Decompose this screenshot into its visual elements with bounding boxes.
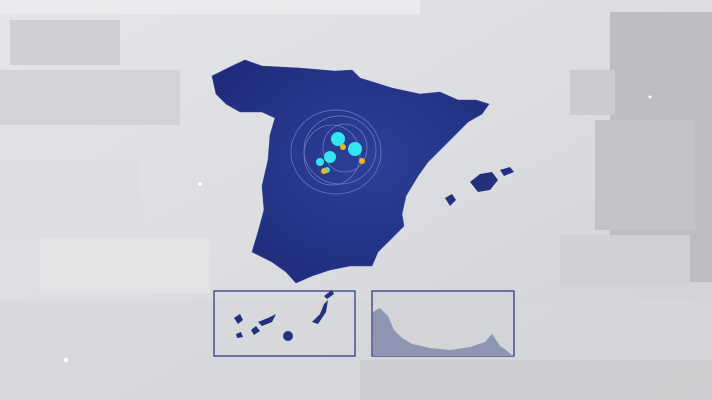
sparkle [198,182,202,186]
point [324,151,336,163]
panel [0,70,180,125]
north-africa-coast [373,308,513,356]
mallorca [470,172,498,192]
point [359,158,365,164]
point [340,144,346,150]
point [348,142,362,156]
inset-frame [213,290,356,357]
panel [360,360,712,400]
point [316,158,324,166]
panel [0,160,140,240]
menorca [500,167,514,176]
panel [560,235,690,285]
panel [10,20,120,65]
panel [40,238,210,293]
point [331,132,345,146]
canary-islands [234,290,334,341]
panel [570,70,615,115]
sparkle [648,95,652,99]
point [321,168,327,174]
panel [595,120,695,230]
sparkle [64,358,68,362]
rings [290,109,382,195]
ibiza [445,194,456,206]
panel [0,0,420,14]
